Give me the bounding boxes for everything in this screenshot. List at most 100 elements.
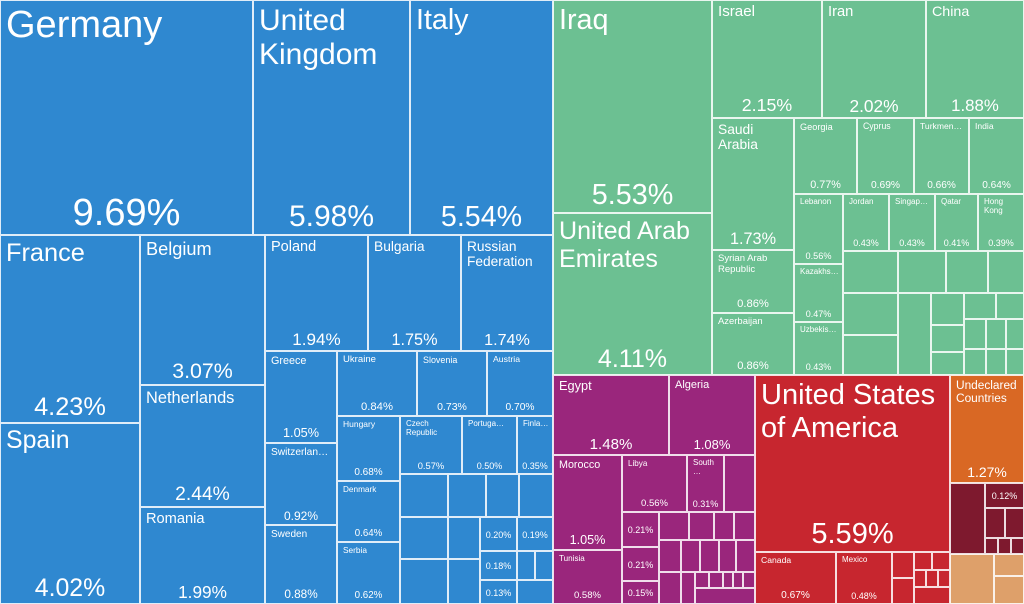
tile-item-59[interactable]: 0.12% <box>985 483 1024 508</box>
tile-small-africa[interactable] <box>719 540 736 572</box>
tile-small-asia[interactable] <box>843 293 898 335</box>
tile-small-europe[interactable] <box>519 474 553 517</box>
tile-small-africa[interactable] <box>681 572 695 604</box>
tile-netherlands[interactable]: Netherlands 2.44% <box>140 385 265 507</box>
tile-small-asia[interactable] <box>986 319 1006 349</box>
tile-small-oceania[interactable] <box>950 483 985 554</box>
tile-hungary[interactable]: Hungary 0.68% <box>337 416 400 481</box>
tile-small-asia[interactable] <box>964 319 986 349</box>
tile-italy[interactable]: Italy 5.54% <box>410 0 553 235</box>
tile-small-africa[interactable] <box>736 540 755 572</box>
tile-small-africa[interactable] <box>724 455 755 512</box>
tile-small-europe[interactable] <box>517 551 535 580</box>
tile-small-africa[interactable] <box>695 588 755 604</box>
tile-small-europe[interactable] <box>448 474 486 517</box>
tile-morocco[interactable]: Morocco 1.05% <box>553 455 622 550</box>
tile-south[interactable]: South… 0.31% <box>687 455 724 512</box>
tile-small-north-america[interactable] <box>892 552 914 578</box>
tile-ukraine[interactable]: Ukraine 0.84% <box>337 351 417 416</box>
tile-small-oceania[interactable] <box>1005 508 1024 538</box>
tile-item-23[interactable]: 0.20% <box>480 517 517 551</box>
tile-small-africa[interactable] <box>695 572 709 588</box>
tile-small-europe[interactable] <box>517 580 553 604</box>
tile-small-africa[interactable] <box>709 572 723 588</box>
tile-small-europe[interactable] <box>400 474 448 517</box>
tile-china[interactable]: China 1.88% <box>926 0 1024 118</box>
tile-small-asia[interactable] <box>1006 319 1024 349</box>
tile-uzbekis[interactable]: Uzbekis… 0.43% <box>794 322 843 375</box>
tile-hong-kong[interactable]: Hong Kong 0.39% <box>978 194 1024 251</box>
tile-romania[interactable]: Romania 1.99% <box>140 507 265 604</box>
tile-small-africa[interactable] <box>659 540 681 572</box>
tile-small-europe[interactable] <box>448 517 480 559</box>
tile-slovenia[interactable]: Slovenia 0.73% <box>417 351 487 416</box>
tile-small-africa[interactable] <box>689 512 714 540</box>
tile-item-25[interactable]: 0.18% <box>480 551 517 580</box>
tile-spain[interactable]: Spain 4.02% <box>0 423 140 604</box>
tile-small-asia[interactable] <box>996 293 1024 319</box>
tile-small-south-america[interactable] <box>994 576 1024 604</box>
tile-small-africa[interactable] <box>659 512 689 540</box>
tile-small-asia[interactable] <box>898 251 946 293</box>
tile-small-africa[interactable] <box>723 572 733 588</box>
tile-mexico[interactable]: Mexico 0.48% <box>836 552 892 604</box>
tile-saudi-arabia[interactable]: Saudi Arabia 1.73% <box>712 118 794 250</box>
tile-small-oceania[interactable] <box>985 508 1005 538</box>
tile-small-europe[interactable] <box>400 517 448 559</box>
tile-kazakhs[interactable]: Kazakhs… 0.47% <box>794 264 843 322</box>
tile-small-asia[interactable] <box>931 352 964 375</box>
tile-austria[interactable]: Austria 0.70% <box>487 351 553 416</box>
tile-small-europe[interactable] <box>448 559 480 604</box>
tile-small-oceania[interactable] <box>1011 538 1024 554</box>
tile-lebanon[interactable]: Lebanon 0.56% <box>794 194 843 264</box>
tile-item-54[interactable]: 0.15% <box>622 581 659 604</box>
tile-small-asia[interactable] <box>931 293 964 325</box>
tile-item-53[interactable]: 0.21% <box>622 547 659 581</box>
tile-small-oceania[interactable] <box>985 538 998 554</box>
tile-small-africa[interactable] <box>659 572 681 604</box>
tile-tunisia[interactable]: Tunisia 0.58% <box>553 550 622 604</box>
tile-turkmen[interactable]: Turkmen… 0.66% <box>914 118 969 194</box>
tile-small-asia[interactable] <box>964 293 996 319</box>
tile-greece[interactable]: Greece 1.05% <box>265 351 337 443</box>
tile-iraq[interactable]: Iraq 5.53% <box>553 0 712 213</box>
tile-algeria[interactable]: Algeria 1.08% <box>669 375 755 455</box>
tile-small-asia[interactable] <box>898 293 931 375</box>
tile-azerbaijan[interactable]: Azerbaijan 0.86% <box>712 313 794 375</box>
tile-libya[interactable]: Libya 0.56% <box>622 455 687 512</box>
tile-small-asia[interactable] <box>946 251 988 293</box>
tile-small-north-america[interactable] <box>914 552 932 570</box>
tile-small-africa[interactable] <box>700 540 719 572</box>
tile-small-north-america[interactable] <box>892 578 914 604</box>
tile-small-africa[interactable] <box>714 512 734 540</box>
tile-switzerlan[interactable]: Switzerlan… 0.92% <box>265 443 337 525</box>
tile-small-south-america[interactable] <box>950 554 994 604</box>
tile-small-asia[interactable] <box>931 325 964 352</box>
tile-syrian-arab-republic[interactable]: Syrian Arab Republic 0.86% <box>712 250 794 313</box>
tile-finla[interactable]: Finla… 0.35% <box>517 416 553 474</box>
tile-india[interactable]: India 0.64% <box>969 118 1024 194</box>
tile-item-52[interactable]: 0.21% <box>622 512 659 547</box>
tile-undeclared-countries[interactable]: Undeclared Countries 1.27% <box>950 375 1024 483</box>
tile-germany[interactable]: Germany 9.69% <box>0 0 253 235</box>
tile-small-south-america[interactable] <box>994 554 1024 576</box>
tile-small-africa[interactable] <box>681 540 700 572</box>
tile-small-north-america[interactable] <box>914 570 926 587</box>
tile-small-africa[interactable] <box>743 572 755 588</box>
tile-small-oceania[interactable] <box>998 538 1011 554</box>
tile-small-north-america[interactable] <box>932 552 950 570</box>
tile-poland[interactable]: Poland 1.94% <box>265 235 368 351</box>
tile-small-africa[interactable] <box>734 512 755 540</box>
tile-canada[interactable]: Canada 0.67% <box>755 552 836 604</box>
tile-jordan[interactable]: Jordan 0.43% <box>843 194 889 251</box>
tile-small-north-america[interactable] <box>926 570 938 587</box>
tile-small-europe[interactable] <box>400 559 448 604</box>
tile-small-asia[interactable] <box>1006 349 1024 375</box>
tile-small-africa[interactable] <box>733 572 743 588</box>
tile-united-kingdom[interactable]: United Kingdom 5.98% <box>253 0 410 235</box>
tile-denmark[interactable]: Denmark 0.64% <box>337 481 400 542</box>
tile-small-asia[interactable] <box>964 349 986 375</box>
tile-portuga[interactable]: Portuga… 0.50% <box>462 416 517 474</box>
tile-russian-federation[interactable]: Russian Federation 1.74% <box>461 235 553 351</box>
tile-israel[interactable]: Israel 2.15% <box>712 0 822 118</box>
